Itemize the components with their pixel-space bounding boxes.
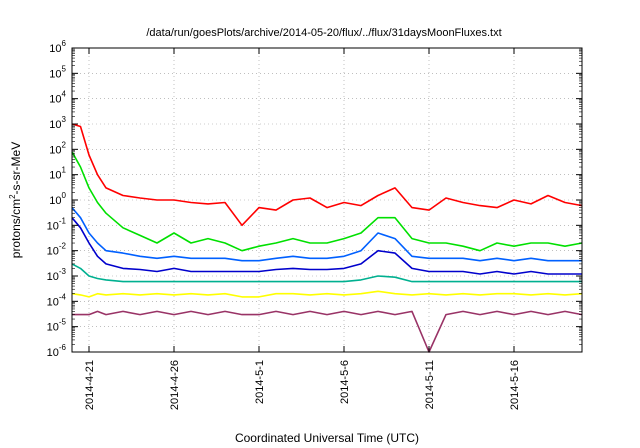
series-lines	[71, 123, 583, 353]
y-tick-label: 10-6	[47, 343, 67, 359]
x-tick-label: 2014-5-11	[424, 360, 436, 409]
y-tick-label: 102	[49, 140, 66, 156]
series-line-2	[71, 151, 583, 252]
axis-ticks: 10-6 10-5 10-4 10-3 10-2 10-1 100 101 102 103 104 1…	[47, 39, 582, 410]
y-tick-label: 10-2	[47, 242, 67, 258]
y-tick-label: 100	[49, 191, 66, 207]
y-tick-label: 104	[49, 90, 66, 106]
y-tick-label: 10-3	[47, 267, 67, 283]
series-line-5	[71, 263, 582, 283]
x-tick-label: 2014-5-16	[509, 360, 521, 410]
series-line-1	[71, 123, 583, 227]
x-axis-label: Coordinated Universal Time (UTC)	[235, 431, 419, 445]
x-tick-label: 2014-5-6	[339, 360, 351, 404]
y-tick-label: 101	[49, 166, 66, 182]
y-tick-label: 10-4	[47, 292, 67, 308]
series-line-6	[71, 290, 583, 298]
y-tick-label: 103	[49, 115, 66, 131]
series-line-4	[71, 217, 582, 275]
series-line-7	[72, 310, 583, 353]
series-line-3	[71, 207, 582, 262]
y-tick-label: 10-5	[47, 318, 67, 334]
x-tick-label: 2014-5-1	[254, 360, 266, 404]
y-tick-label: 106	[49, 39, 66, 55]
y-axis-label: protons/cm2-s-sr-MeV	[8, 142, 23, 258]
grid	[72, 48, 582, 352]
chart-title: /data/run/goesPlots/archive/2014-05-20/f…	[146, 27, 501, 39]
y-tick-label: 105	[49, 64, 66, 80]
x-tick-label: 2014-4-26	[169, 360, 181, 410]
y-tick-label: 10-1	[47, 216, 67, 232]
x-tick-label: 2014-4-21	[84, 360, 96, 410]
